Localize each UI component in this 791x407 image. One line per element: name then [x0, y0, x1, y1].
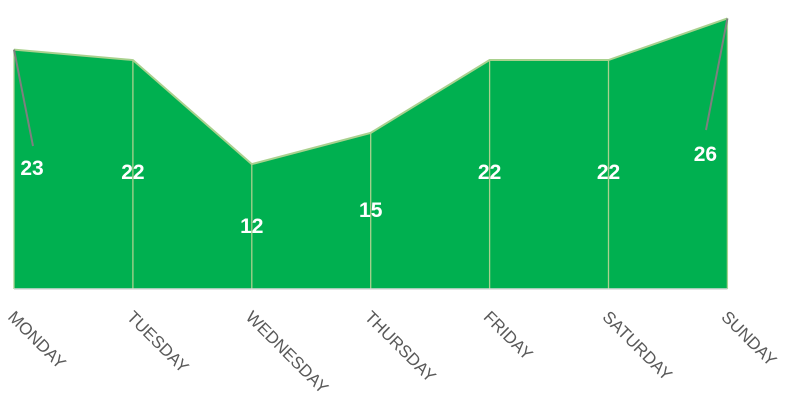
data-label-monday: 23: [20, 157, 43, 180]
data-label-thursday: 15: [359, 199, 383, 222]
x-tick-labels: MONDAY TUESDAY WEDNESDAY THURSDAY FRIDAY SATU…: [4, 307, 780, 397]
x-tick-label-saturday: SATURDAY: [599, 307, 676, 384]
x-tick-label-wednesday: WEDNESDAY: [242, 307, 332, 397]
leader-lines: [13, 18, 729, 147]
data-label-friday: 22: [478, 161, 501, 184]
x-tick-label-thursday: THURSDAY: [361, 307, 440, 386]
data-label-saturday: 22: [597, 161, 620, 184]
x-tick-label-monday: MONDAY: [4, 307, 69, 372]
data-label-sunday: 26: [694, 143, 717, 166]
x-tick-label-sunday: SUNDAY: [718, 307, 781, 370]
data-label-tuesday: 22: [121, 161, 144, 184]
leader-line-monday: [13, 49, 34, 147]
x-tick-label-tuesday: TUESDAY: [123, 307, 192, 376]
data-labels: 23 22 12 15 22 22 26: [20, 143, 717, 238]
drop-lines: [13, 18, 729, 289]
leader-line-sunday: [705, 18, 729, 131]
data-label-wednesday: 12: [240, 215, 263, 238]
x-tick-label-friday: FRIDAY: [480, 307, 537, 364]
